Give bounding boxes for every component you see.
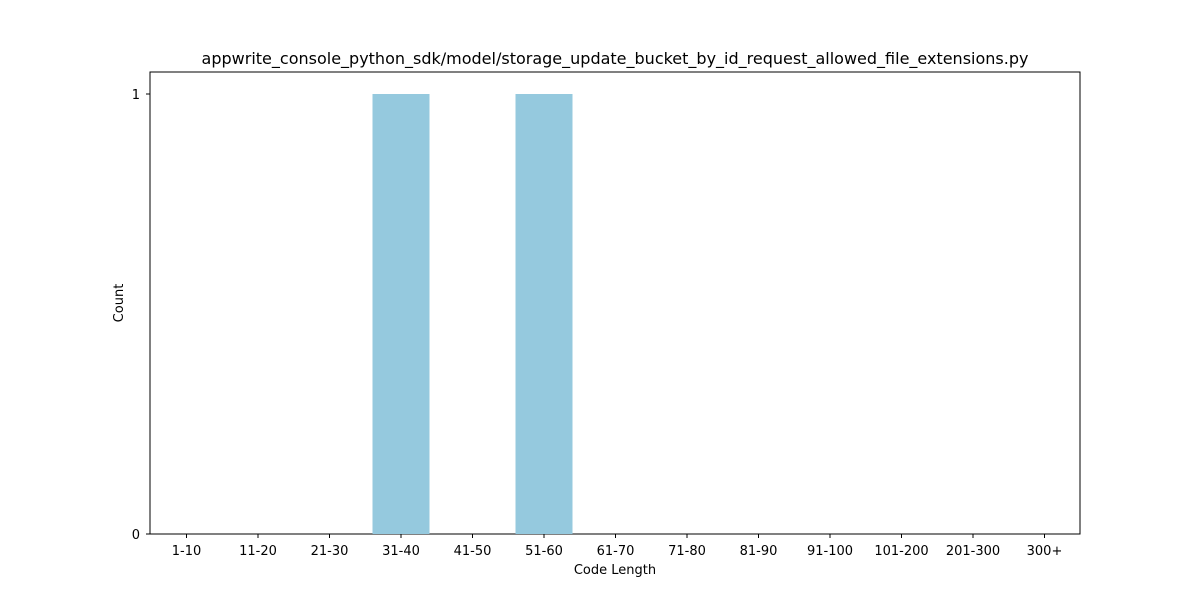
x-tick-label: 300+ [1027, 544, 1063, 559]
x-tick-label: 61-70 [597, 544, 635, 559]
y-tick-label: 0 [132, 528, 140, 543]
y-axis-ticks: 01 [132, 88, 150, 543]
chart-title: appwrite_console_python_sdk/model/storag… [202, 49, 1029, 69]
y-tick-label: 1 [132, 88, 140, 103]
x-tick-label: 81-90 [740, 544, 778, 559]
x-tick-label: 31-40 [382, 544, 420, 559]
y-axis-label: Count [112, 284, 127, 323]
plot-area [149, 71, 1081, 535]
x-axis-ticks: 1-10 11-20 21-30 31-40 41-50 51-60 61-70 71-80 8… [172, 534, 1063, 559]
x-tick-label: 21-30 [311, 544, 349, 559]
x-tick-label: 51-60 [525, 544, 563, 559]
x-tick-label: 101-200 [874, 544, 928, 559]
x-tick-label: 11-20 [239, 544, 277, 559]
bars-group [372, 94, 573, 534]
bar-31-40 [372, 94, 430, 534]
x-tick-label: 91-100 [807, 544, 853, 559]
x-tick-label: 201-300 [946, 544, 1000, 559]
x-axis-label: Code Length [574, 563, 656, 578]
bar-51-60 [515, 94, 573, 534]
x-tick-label: 1-10 [172, 544, 202, 559]
x-tick-label: 41-50 [454, 544, 492, 559]
x-tick-label: 71-80 [668, 544, 706, 559]
